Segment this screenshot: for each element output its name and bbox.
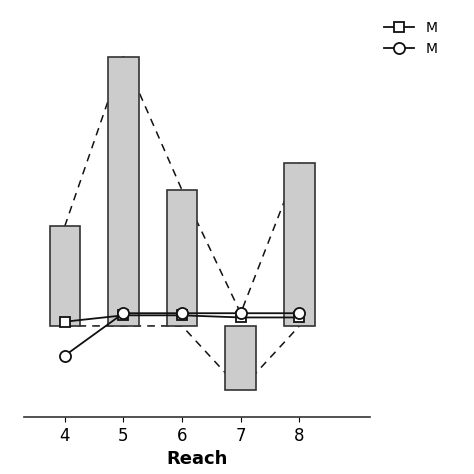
FancyBboxPatch shape: [226, 326, 256, 390]
Legend: M, M: M, M: [383, 21, 437, 56]
FancyBboxPatch shape: [167, 190, 197, 326]
X-axis label: Reach: Reach: [166, 450, 228, 468]
FancyBboxPatch shape: [108, 56, 139, 326]
FancyBboxPatch shape: [49, 226, 80, 326]
FancyBboxPatch shape: [284, 163, 315, 326]
